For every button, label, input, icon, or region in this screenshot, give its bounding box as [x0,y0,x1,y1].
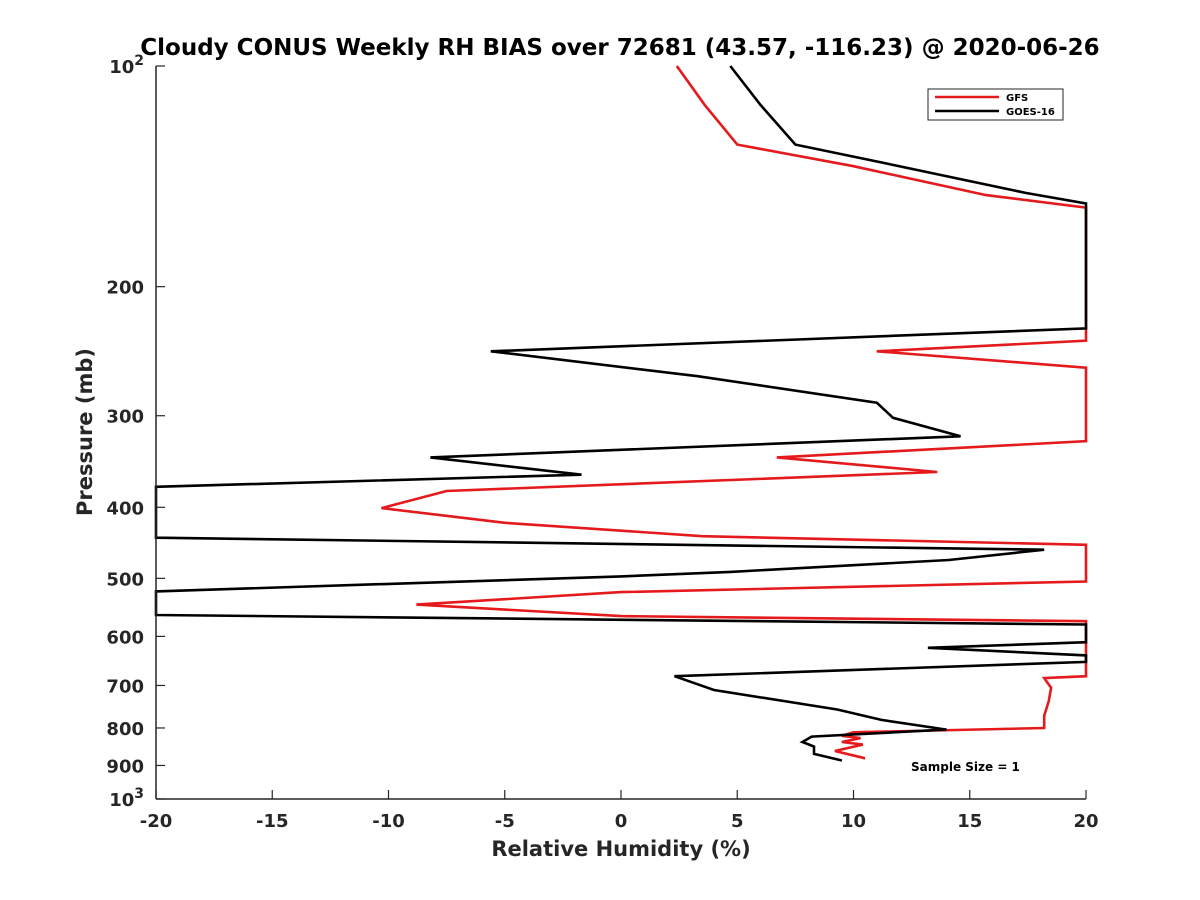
x-tick-label: 5 [731,811,744,832]
y-tick-label: 600 [106,627,144,648]
y-tick-label: 200 [106,278,144,299]
x-tick-label: -15 [256,811,289,832]
y-axis-label: Pressure (mb) [73,348,97,516]
legend-label-goes16: GOES-16 [1006,107,1055,118]
series-line-goes16 [154,65,1088,762]
series-lines [154,65,1088,762]
legend: GFS GOES-16 [927,88,1064,121]
y-tick-label: 700 [106,676,144,697]
x-tick-label: 0 [615,811,628,832]
y-tick-label: 300 [106,407,144,428]
x-tick-label: 20 [1073,811,1098,832]
y-tick-label: 103 [109,786,144,811]
y-tick-label: 102 [109,53,144,78]
plot-area [156,66,1086,799]
legend-label-gfs: GFS [1006,93,1028,104]
y-ticks: 102 200 300 400 500 600 700 800 900 103 [106,53,165,811]
y-tick-label: 400 [106,498,144,519]
chart-title: Cloudy CONUS Weekly RH BIAS over 72681 (… [140,35,1099,61]
sample-size-annotation: Sample Size = 1 [911,760,1020,774]
x-tick-label: -5 [495,811,515,832]
x-axis-label: Relative Humidity (%) [491,837,750,861]
x-tick-label: -20 [140,811,173,832]
y-tick-label: 900 [106,756,144,777]
y-tick-label: 800 [106,719,144,740]
x-tick-label: -10 [372,811,405,832]
x-ticks: -20 -15 -10 -5 0 5 10 15 20 [140,790,1099,832]
y-tick-label: 500 [106,569,144,590]
x-tick-label: 10 [841,811,866,832]
legend-box [927,88,1064,121]
x-tick-label: 15 [957,811,982,832]
